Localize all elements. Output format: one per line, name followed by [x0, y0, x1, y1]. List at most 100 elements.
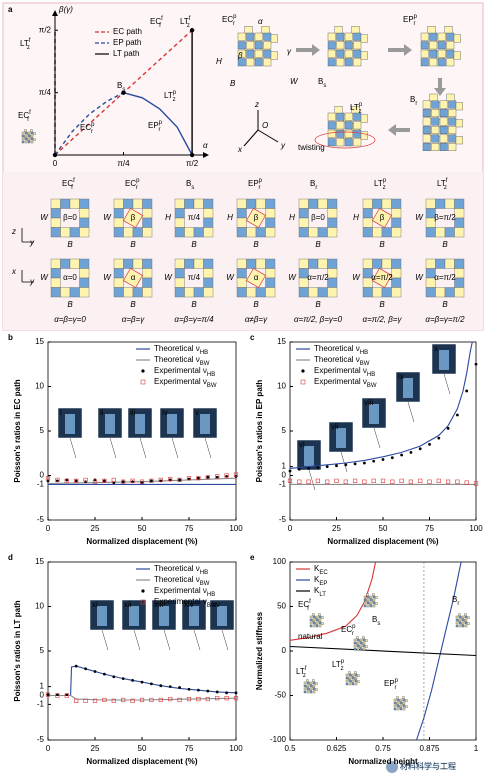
- state-bottom-angle: α=0: [63, 273, 77, 282]
- icon-cell: [142, 287, 153, 298]
- inset-leader: [204, 437, 212, 459]
- legend-label: Experimental νBW: [154, 597, 217, 608]
- icon-cell: [265, 268, 276, 279]
- annotation-sub: z: [341, 666, 344, 672]
- icon-cell: [327, 277, 338, 288]
- x-tick-label: 0: [53, 159, 58, 168]
- data-dot: [297, 467, 301, 471]
- icon-cell: [132, 287, 143, 298]
- icon-cell: [362, 258, 373, 269]
- x-tick-label: 1: [474, 744, 479, 753]
- x-tick-label: 0.625: [326, 744, 347, 753]
- data-square: [445, 479, 451, 484]
- data-dot: [372, 459, 376, 463]
- inset-structure: [105, 414, 115, 434]
- lattice-cell: [455, 102, 463, 111]
- inset-structure: [159, 606, 169, 626]
- lattice-cell: [366, 595, 370, 599]
- data-dot: [187, 687, 191, 691]
- annotation: Bs: [117, 81, 125, 92]
- lattice-cell: [309, 621, 313, 625]
- inset-label: xi: [92, 600, 98, 609]
- icon-cell: [362, 198, 373, 209]
- lattice-cell: [444, 26, 453, 34]
- y-tick-label: 0: [40, 691, 45, 700]
- icon-cell: [362, 287, 373, 298]
- arrow: [388, 44, 412, 56]
- lattice-cell: [375, 596, 378, 599]
- lattice-cell: [309, 687, 313, 691]
- icon-cell: [79, 268, 90, 279]
- annotation-sup: f: [309, 599, 311, 605]
- icon-cell: [142, 277, 153, 288]
- icon-cell: [362, 227, 373, 238]
- annotation-sub: r: [159, 23, 161, 29]
- lattice-cell: [312, 687, 316, 691]
- icon-cell: [60, 227, 71, 238]
- x-tick-label: 50: [379, 524, 388, 533]
- icon-cell: [203, 208, 214, 219]
- state-title-text: LT: [374, 179, 383, 188]
- lattice-cell: [303, 681, 307, 685]
- lattice-cell: [448, 117, 457, 126]
- x-tick-label: 0: [288, 524, 293, 533]
- lattice-cell: [360, 34, 368, 43]
- lattice-cell: [246, 41, 255, 50]
- lattice-cell: [354, 673, 358, 677]
- lattice-cell: [312, 618, 316, 622]
- legend-label-sub: BW: [207, 603, 217, 609]
- lattice-cell: [306, 684, 310, 688]
- series-line: [289, 341, 473, 469]
- icon-cell: [265, 217, 276, 228]
- icon-cell: [317, 258, 328, 269]
- icon-cell: [444, 198, 455, 209]
- arrow: [434, 78, 446, 96]
- icon-cell: [255, 258, 266, 269]
- annotation-text: EP: [384, 679, 395, 688]
- data-dot: [206, 689, 210, 693]
- icon-rotated: [371, 267, 393, 289]
- icon-cell: [79, 208, 90, 219]
- lattice-cell: [244, 26, 253, 34]
- state-title-sub: z: [383, 185, 386, 191]
- legend-label: LT path: [113, 49, 139, 58]
- data-square: [436, 478, 441, 483]
- lattice-cell: [439, 100, 448, 109]
- icon-cell: [142, 258, 153, 269]
- lattice-cell: [464, 615, 468, 619]
- data-dot: [225, 691, 229, 695]
- lattice-cell: [354, 676, 358, 680]
- state-title-sup: p: [383, 178, 387, 184]
- lattice-cell: [327, 49, 336, 58]
- inset-structure: [135, 414, 145, 434]
- lattice-cell: [327, 58, 336, 67]
- icon-cell: [265, 277, 276, 288]
- y-tick-label: 10: [277, 382, 286, 391]
- icon-cell: [265, 198, 276, 209]
- data-dot: [52, 152, 58, 158]
- icon-cell: [60, 198, 71, 209]
- lattice-label: LTp z: [350, 102, 363, 115]
- x-tick-label: 100: [229, 744, 243, 753]
- lattice-cell: [246, 32, 255, 41]
- annotation-sub: r: [159, 127, 161, 133]
- lattice-cell: [365, 639, 368, 642]
- plot-frame: [47, 561, 237, 741]
- lattice-dim: β: [237, 51, 243, 60]
- annotation-sup: p: [159, 120, 163, 126]
- annotation-text: natural: [298, 632, 323, 641]
- data-dot: [206, 475, 210, 479]
- state-dim: B: [253, 240, 259, 249]
- data-dot: [159, 684, 163, 688]
- icon-cell: [69, 258, 80, 269]
- data-square: [186, 696, 192, 702]
- state-dim: B: [315, 240, 321, 249]
- lattice-cell: [437, 41, 446, 50]
- lattice-cell: [461, 621, 465, 625]
- icon-cell: [142, 208, 153, 219]
- lattice-cell: [27, 131, 31, 135]
- inset-label: x: [434, 344, 438, 353]
- lattice-cell: [431, 100, 440, 109]
- state-caption: α=β=γ: [122, 315, 145, 324]
- icon-cell: [454, 268, 465, 279]
